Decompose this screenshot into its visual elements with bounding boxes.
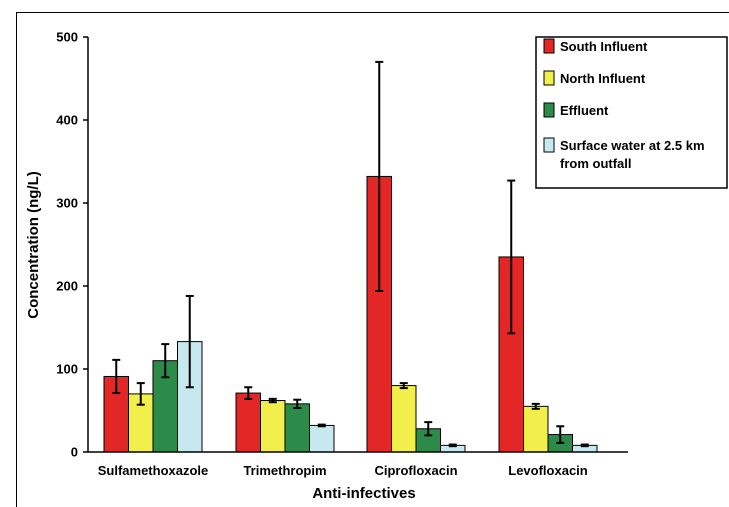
bar [391,385,417,453]
bar [260,400,286,453]
y-tick-label: 0 [71,445,78,460]
bar [523,405,549,453]
y-tick-label: 100 [56,362,78,377]
y-tick-label: 200 [56,279,78,294]
legend-box [535,36,728,189]
legend-label: from outfall [560,156,632,171]
y-tick-label: 300 [56,196,78,211]
y-tick-label: 500 [56,30,78,45]
x-tick-label: Trimethropim [243,463,326,478]
legend-label: Surface water at 2.5 km [560,138,705,153]
bar [284,403,310,453]
axes: Concentration (ng/L) Anti-infectives 0 10… [16,12,729,507]
legend-swatch [543,102,555,118]
bar [235,392,261,453]
y-axis-title: Concentration (ng/L) [25,171,42,318]
y-tick-label: 400 [56,113,78,128]
legend-swatch [543,38,555,54]
plot-area [103,60,598,453]
legend-swatch [543,137,555,153]
x-axis-title: Anti-infectives [312,485,415,502]
legend-label: Effluent [560,103,609,118]
legend-label: South Influent [560,39,648,54]
x-tick-label: Levofloxacin [508,463,588,478]
bar [309,424,335,453]
legend-label: North Influent [560,71,646,86]
legend-swatch [543,70,555,86]
x-tick-label: Ciprofloxacin [374,463,457,478]
legend: South Influent North Influent Effluent Surf… [535,36,728,189]
x-tick-label: Sulfamethoxazole [98,463,209,478]
